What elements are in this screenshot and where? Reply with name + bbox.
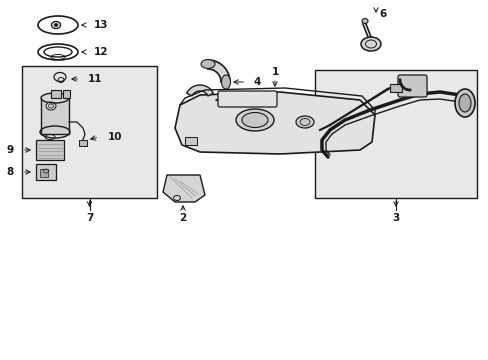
Text: 9: 9 [7, 145, 14, 155]
Bar [36, 140, 64, 160]
Bar [41, 98, 69, 134]
Text: 5: 5 [236, 95, 243, 105]
Text: 13: 13 [94, 20, 108, 30]
Ellipse shape [201, 59, 215, 68]
Ellipse shape [299, 118, 309, 126]
Text: 12: 12 [94, 47, 108, 57]
Ellipse shape [41, 93, 69, 103]
Ellipse shape [221, 75, 230, 89]
Polygon shape [186, 85, 213, 96]
Ellipse shape [361, 18, 367, 23]
Text: 7: 7 [85, 213, 93, 223]
Text: 11: 11 [88, 74, 102, 84]
Ellipse shape [458, 94, 470, 112]
Bar [389, 84, 401, 92]
Ellipse shape [360, 37, 380, 51]
Bar [63, 90, 70, 98]
Ellipse shape [454, 89, 474, 117]
Ellipse shape [242, 112, 267, 127]
Text: 3: 3 [391, 213, 399, 223]
Polygon shape [163, 175, 204, 202]
Text: 2: 2 [179, 213, 186, 223]
Bar [40, 169, 48, 177]
Bar [22, 66, 157, 198]
Polygon shape [207, 60, 229, 82]
Bar [51, 90, 61, 98]
Text: 4: 4 [253, 77, 261, 87]
Ellipse shape [54, 23, 58, 27]
Text: 6: 6 [378, 9, 386, 19]
Bar [79, 140, 87, 146]
Text: 1: 1 [271, 67, 278, 77]
Text: 8: 8 [7, 167, 14, 177]
FancyBboxPatch shape [218, 91, 276, 107]
Bar [36, 164, 56, 180]
FancyBboxPatch shape [397, 75, 426, 97]
Bar [314, 70, 476, 198]
Bar [184, 137, 197, 145]
Polygon shape [175, 92, 374, 154]
Ellipse shape [236, 109, 273, 131]
Ellipse shape [295, 116, 313, 128]
Text: 10: 10 [108, 132, 122, 142]
